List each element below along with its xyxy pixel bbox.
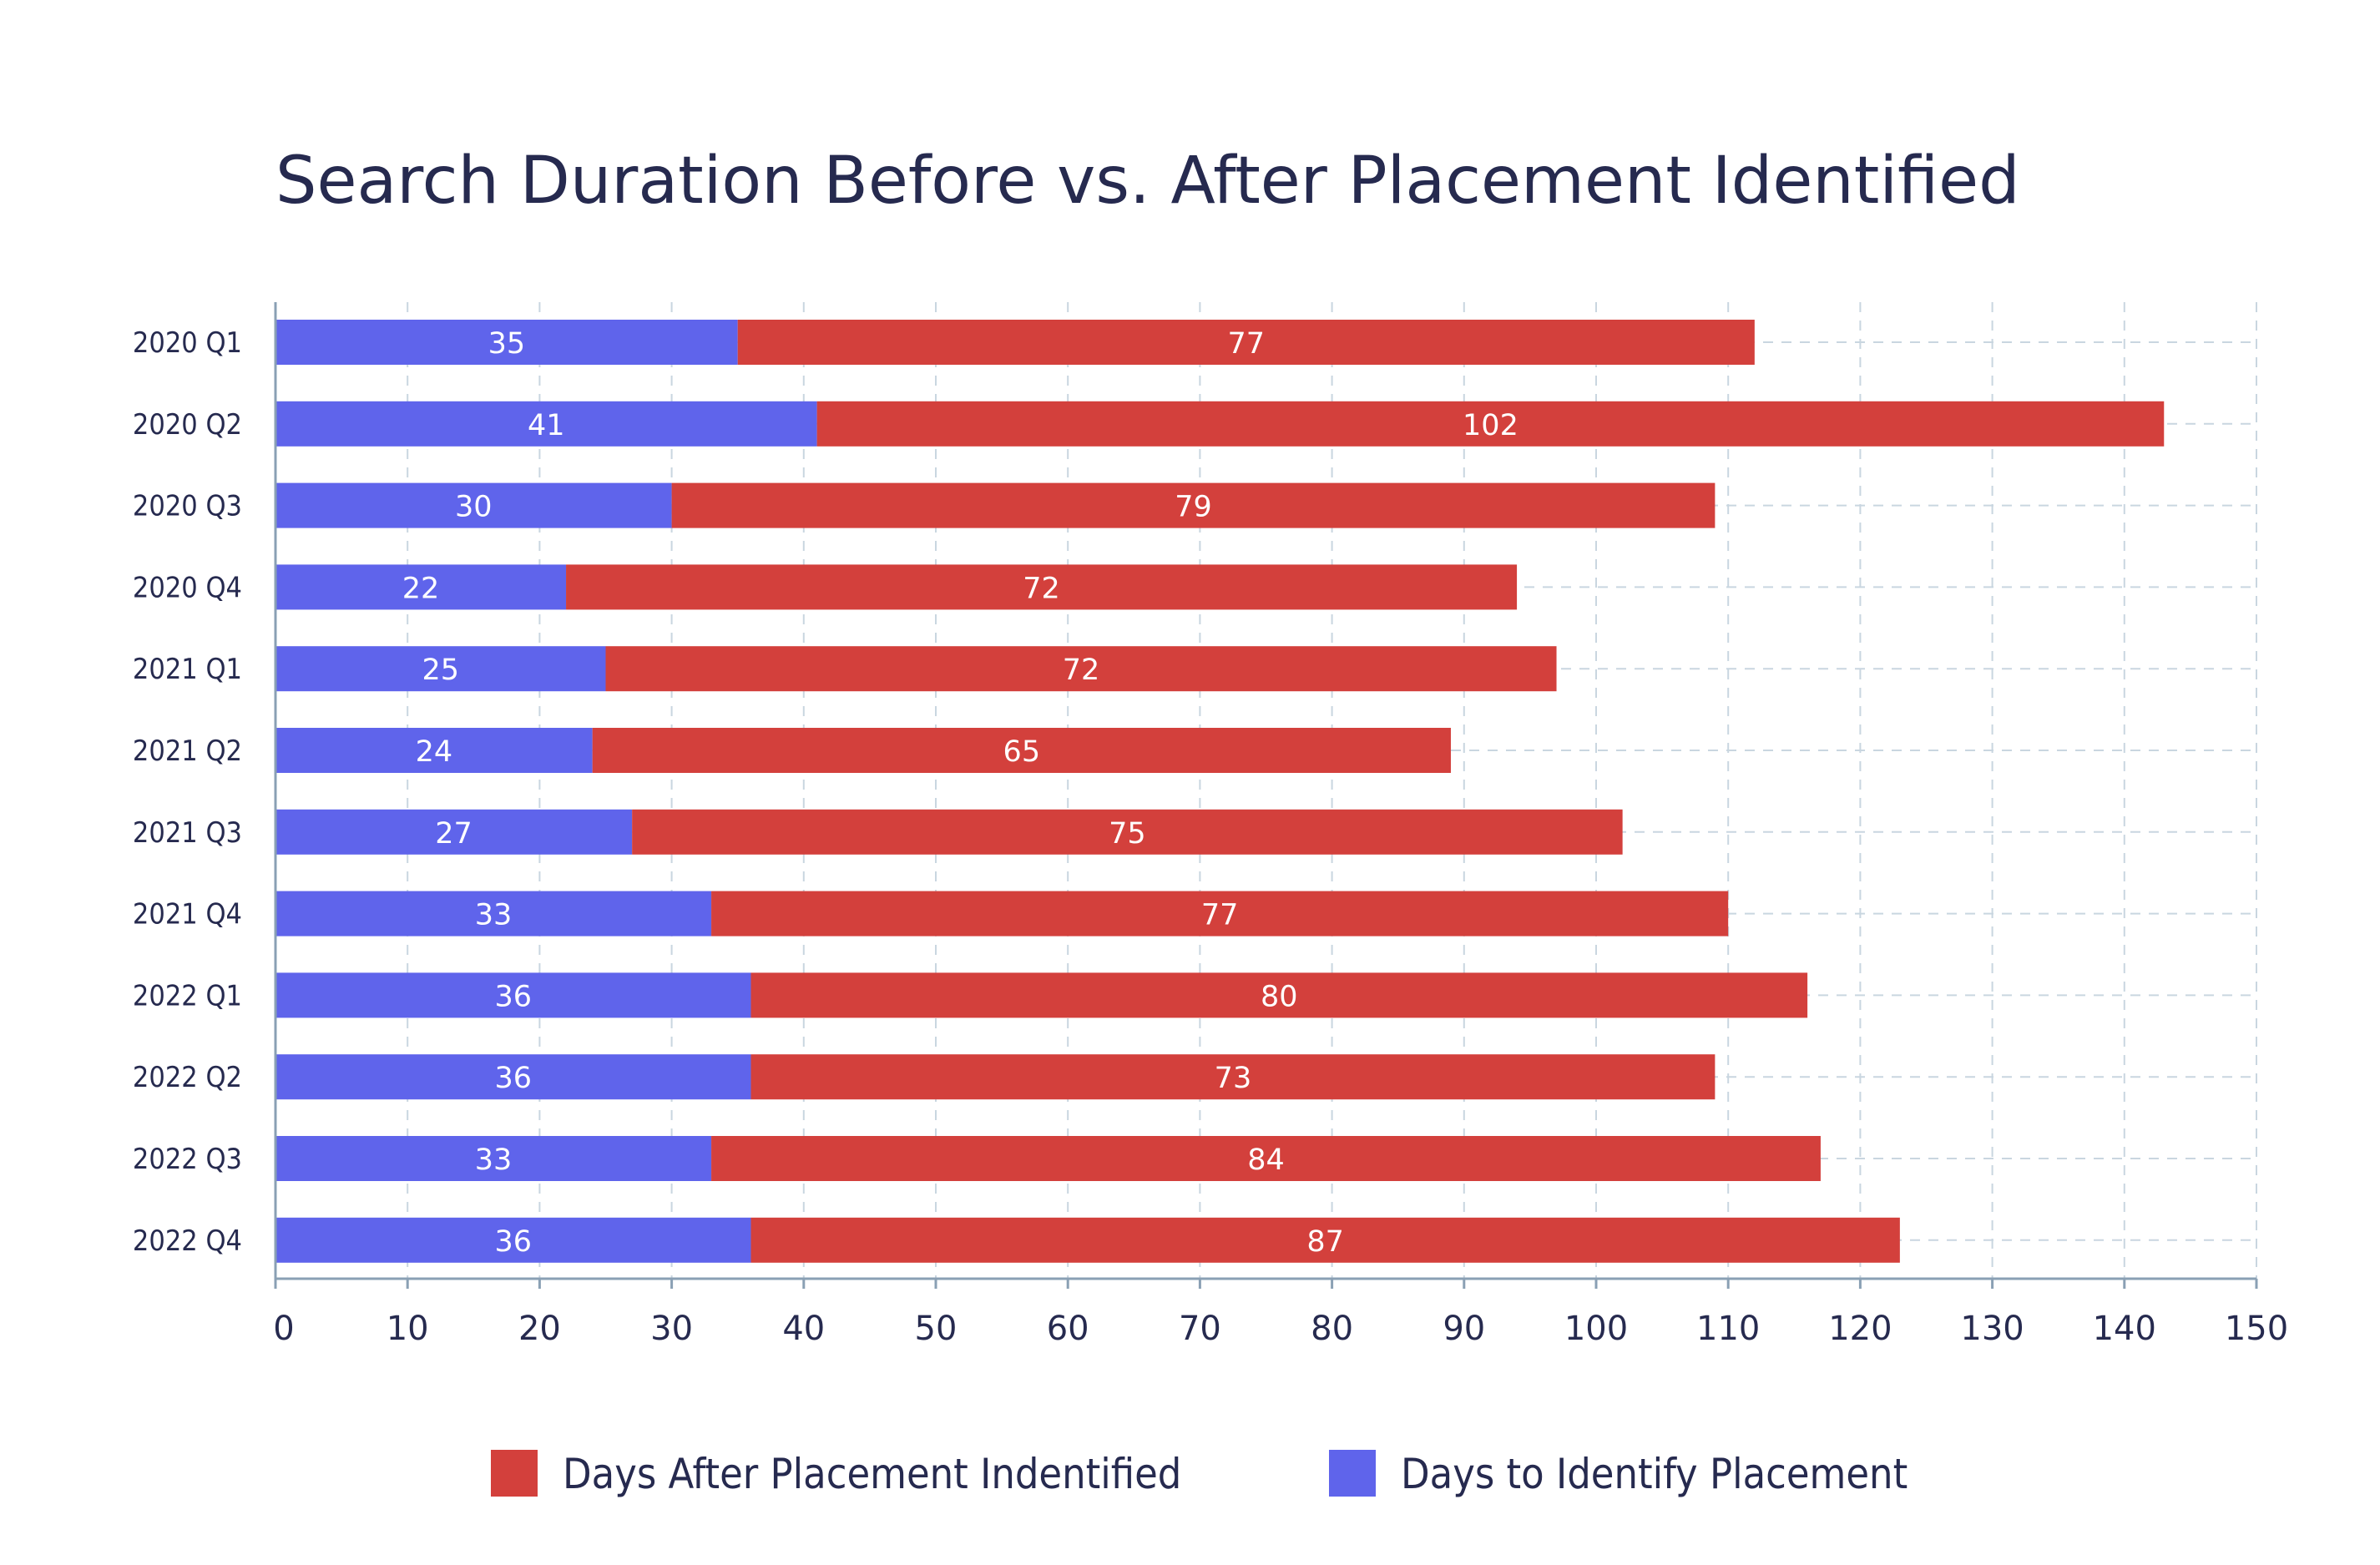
data-label: 41 xyxy=(528,409,565,442)
bar-days-to-identify-2020-q1 xyxy=(275,320,738,365)
bar-days-after-identified-2020-q4 xyxy=(566,564,1518,610)
legend-swatch xyxy=(491,1450,538,1497)
axes: 2020 Q1 2020 Q2 2020 Q3 2020 Q4 2021 Q1 2021 … xyxy=(133,302,2288,1348)
bar-days-to-identify-2020-q4 xyxy=(275,564,567,610)
data-label: 75 xyxy=(1109,817,1146,851)
category-label: 2020 Q1 xyxy=(133,326,242,360)
data-label: 30 xyxy=(455,491,493,524)
x-tick-label: 40 xyxy=(782,1310,825,1348)
data-label: 27 xyxy=(435,817,472,851)
category-label: 2021 Q2 xyxy=(133,735,242,768)
bar-days-to-identify-2020-q3 xyxy=(275,482,672,528)
x-tick-label: 0 xyxy=(273,1310,294,1348)
bar-days-to-identify-2022-q4 xyxy=(275,1217,751,1263)
data-label: 72 xyxy=(1023,572,1060,605)
data-label: 73 xyxy=(1215,1062,1252,1095)
data-label: 80 xyxy=(1261,980,1298,1013)
x-tick-label: 70 xyxy=(1179,1310,1221,1348)
bars: 35 77 41 102 30 79 22 72 25 72 24 65 27 75 33 77 36 80 36 7… xyxy=(275,320,2165,1263)
data-label: 36 xyxy=(494,1062,532,1095)
bar-days-after-identified-2022-q1 xyxy=(750,972,1808,1018)
category-label: 2020 Q2 xyxy=(133,408,242,442)
data-label: 25 xyxy=(422,654,459,687)
x-tick-label: 100 xyxy=(1564,1310,1628,1348)
category-label: 2020 Q3 xyxy=(133,490,242,523)
bar-days-after-identified-2022-q3 xyxy=(711,1136,1821,1181)
x-tick-label: 150 xyxy=(2225,1310,2288,1348)
category-label: 2021 Q3 xyxy=(133,816,242,850)
bar-days-after-identified-2021-q2 xyxy=(592,728,1451,773)
data-label: 72 xyxy=(1063,654,1100,687)
bar-days-after-identified-2022-q4 xyxy=(750,1217,1900,1263)
x-tick-label: 20 xyxy=(518,1310,561,1348)
bar-days-to-identify-2021-q1 xyxy=(275,646,606,692)
data-label: 79 xyxy=(1175,491,1212,524)
bar-days-to-identify-2021-q4 xyxy=(275,891,712,936)
x-tick-label: 80 xyxy=(1311,1310,1353,1348)
data-label: 102 xyxy=(1463,409,1518,442)
data-label: 84 xyxy=(1247,1143,1285,1177)
data-label: 22 xyxy=(402,572,440,605)
bar-days-to-identify-2021-q2 xyxy=(275,728,593,773)
bar-days-to-identify-2022-q3 xyxy=(275,1136,712,1181)
legend: Days After Placement Indentified Days to … xyxy=(491,1450,1908,1498)
bar-days-after-identified-2021-q1 xyxy=(605,646,1557,692)
data-label: 33 xyxy=(475,1143,513,1177)
x-tick-label: 130 xyxy=(1960,1310,2024,1348)
data-label: 36 xyxy=(494,980,532,1013)
category-label: 2022 Q2 xyxy=(133,1061,242,1094)
bar-days-after-identified-2021-q3 xyxy=(632,809,1623,855)
data-label: 36 xyxy=(494,1225,532,1259)
category-label: 2021 Q4 xyxy=(133,898,242,931)
grid xyxy=(275,302,2257,1279)
category-label: 2022 Q1 xyxy=(133,979,242,1012)
x-tick-label: 10 xyxy=(387,1310,429,1348)
data-label: 77 xyxy=(1227,327,1265,361)
x-tick-label: 30 xyxy=(650,1310,693,1348)
category-label: 2022 Q4 xyxy=(133,1224,242,1258)
data-label: 65 xyxy=(1003,735,1041,769)
data-label: 33 xyxy=(475,899,513,932)
bar-days-to-identify-2021-q3 xyxy=(275,809,633,855)
bar-days-after-identified-2020-q3 xyxy=(671,482,1716,528)
x-tick-label: 120 xyxy=(1828,1310,1892,1348)
x-tick-label: 50 xyxy=(915,1310,958,1348)
legend-swatch xyxy=(1329,1450,1376,1497)
bar-days-after-identified-2022-q2 xyxy=(750,1054,1716,1100)
legend-label: Days After Placement Indentified xyxy=(563,1450,1181,1498)
x-tick-label: 140 xyxy=(2093,1310,2156,1348)
bar-days-to-identify-2020-q2 xyxy=(275,401,817,447)
data-label: 24 xyxy=(416,735,453,769)
bar-days-after-identified-2021-q4 xyxy=(711,891,1729,936)
x-tick-label: 110 xyxy=(1696,1310,1760,1348)
category-label: 2020 Q4 xyxy=(133,571,242,604)
category-label: 2022 Q3 xyxy=(133,1143,242,1176)
data-label: 35 xyxy=(488,327,526,361)
bar-days-to-identify-2022-q2 xyxy=(275,1054,751,1100)
legend-label: Days to Identify Placement xyxy=(1401,1450,1908,1498)
category-label: 2021 Q1 xyxy=(133,653,242,686)
data-label: 87 xyxy=(1306,1225,1344,1259)
data-label: 77 xyxy=(1201,899,1239,932)
chart-title: Search Duration Before vs. After Placeme… xyxy=(275,144,2020,219)
bar-days-to-identify-2022-q1 xyxy=(275,972,751,1018)
bar-days-after-identified-2020-q1 xyxy=(737,320,1755,365)
x-tick-label: 60 xyxy=(1047,1310,1089,1348)
bar-days-after-identified-2020-q2 xyxy=(816,401,2165,447)
x-tick-label: 90 xyxy=(1443,1310,1485,1348)
